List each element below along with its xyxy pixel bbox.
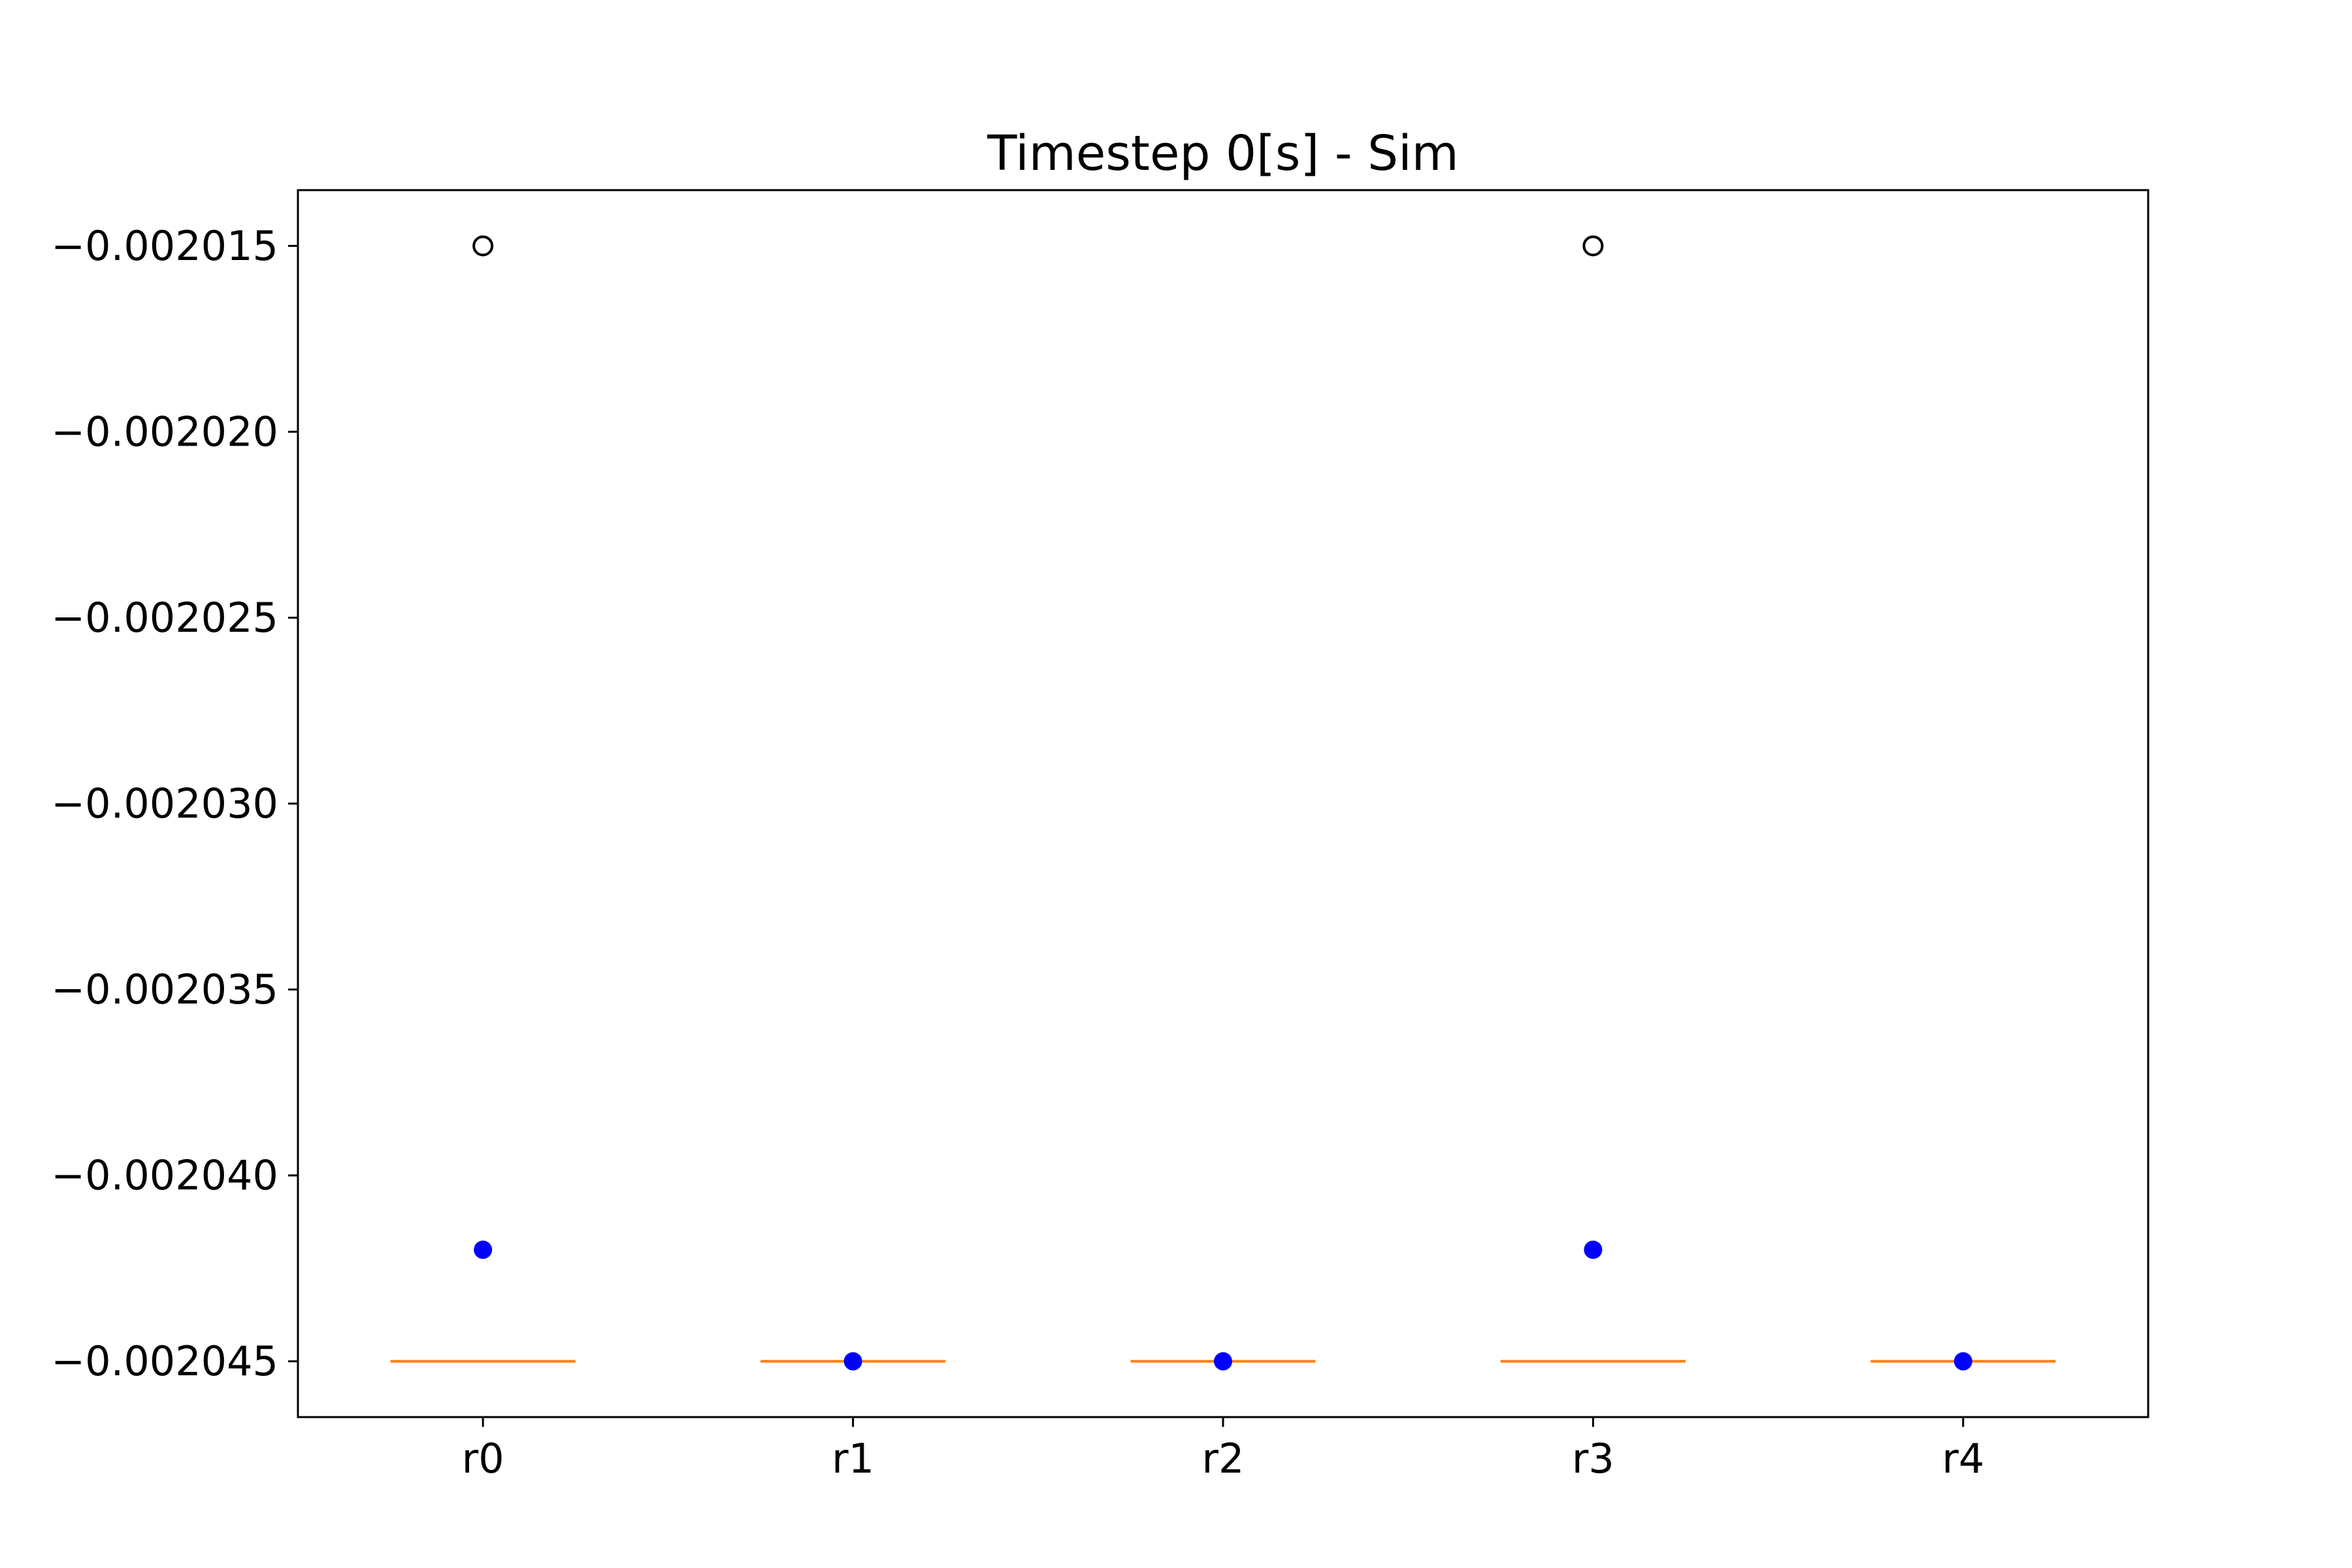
axes-frame (297, 189, 2149, 1418)
outlier-point-r0 (472, 235, 494, 257)
y-tick-label: −0.002045 (51, 1337, 278, 1385)
x-tick-label: r2 (1202, 1435, 1245, 1482)
mean-point-r1 (843, 1352, 862, 1371)
plot-marks (390, 235, 2056, 1371)
y-tick-label: −0.002025 (51, 594, 278, 642)
outlier-point-r3 (1582, 235, 1604, 257)
x-tick-label: r0 (462, 1435, 504, 1482)
mean-point-r2 (1214, 1352, 1232, 1371)
mean-point-r0 (474, 1240, 493, 1259)
x-axis: r0 r1 r2 r3 r4 (462, 1417, 1984, 1482)
mean-point-r4 (1953, 1352, 1972, 1371)
mean-point-r3 (1584, 1240, 1603, 1259)
y-axis: −0.002015 −0.002020 −0.002025 −0.002030 −0.0… (51, 222, 298, 1385)
y-tick-label: −0.002035 (51, 966, 278, 1013)
y-tick-label: −0.002040 (51, 1152, 278, 1200)
x-tick-label: r4 (1942, 1435, 1984, 1482)
y-tick-label: −0.002030 (51, 780, 278, 828)
x-tick-label: r1 (832, 1435, 874, 1482)
chart-title: Timestep 0[s] - Sim (987, 125, 1458, 182)
y-tick-label: −0.002015 (51, 222, 278, 270)
x-tick-label: r3 (1572, 1435, 1614, 1482)
y-tick-label: −0.002020 (51, 408, 278, 455)
